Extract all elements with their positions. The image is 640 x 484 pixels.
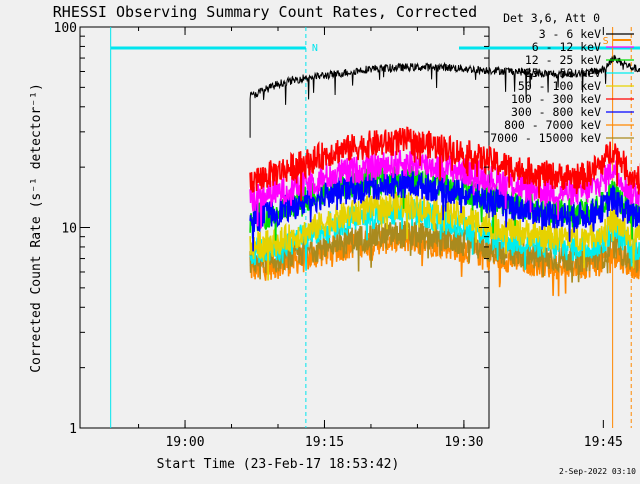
- legend-label: 12 - 25 keV: [525, 53, 601, 67]
- footer-timestamp: 2-Sep-2022 03:10: [559, 467, 636, 476]
- y-axis-label: Corrected Count Rate (s⁻¹ detector⁻¹): [29, 83, 44, 373]
- series-line-25-50-kev: [249, 198, 640, 271]
- y-tick-label: 100: [54, 21, 77, 36]
- x-tick-label: 19:00: [165, 435, 204, 450]
- x-axis-label: Start Time (23-Feb-17 18:53:42): [157, 457, 400, 472]
- series-line-300-800-kev: [249, 170, 640, 252]
- legend-label: 300 - 800 keV: [511, 105, 601, 119]
- x-tick-label: 19:45: [584, 435, 623, 450]
- plot-area: NS: [79, 26, 640, 429]
- legend-label: 7000 - 15000 keV: [490, 131, 601, 145]
- legend-label: 100 - 300 keV: [511, 92, 601, 106]
- y-axis: 1 10 100: [54, 21, 489, 437]
- y-tick-label: 10: [61, 222, 77, 237]
- x-tick-label: 19:30: [444, 435, 483, 450]
- legend-label: 25 - 50 keV: [525, 66, 601, 80]
- series-line-100-300-kev: [249, 126, 640, 202]
- marker-label-s: S: [603, 36, 609, 47]
- chart-title: RHESSI Observing Summary Count Rates, Co…: [53, 3, 477, 21]
- legend-label: 800 - 7000 keV: [504, 118, 601, 132]
- legend-title: Det 3,6, Att 0: [503, 11, 600, 25]
- x-tick-label: 19:15: [305, 435, 344, 450]
- y-tick-label: 1: [69, 422, 77, 437]
- legend-label: 3 - 6 keV: [539, 27, 601, 41]
- series-line-6-12-kev: [249, 149, 640, 229]
- legend-label: 6 - 12 keV: [532, 40, 601, 54]
- legend-label: 50 - 100 keV: [518, 79, 601, 93]
- series-line-3-6-kev: [249, 54, 640, 138]
- series-line-50-100-kev: [249, 191, 640, 281]
- marker-label-n: N: [312, 43, 318, 54]
